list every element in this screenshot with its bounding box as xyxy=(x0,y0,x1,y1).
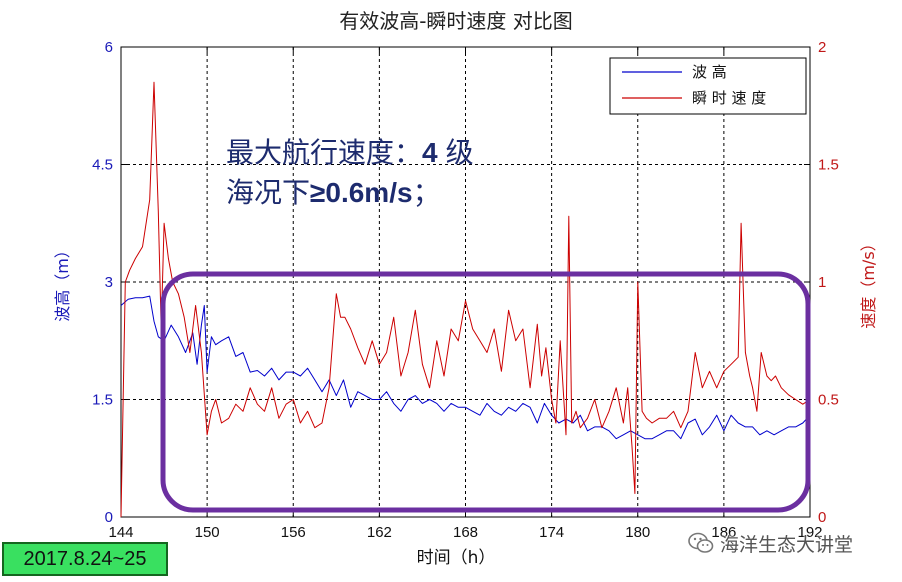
wechat-icon xyxy=(688,532,714,553)
speed-series-line xyxy=(120,81,811,518)
legend-box xyxy=(609,57,807,115)
annotation-line-1-text: 最大航行速度： xyxy=(226,136,422,169)
grid-lines xyxy=(121,47,810,517)
legend-speed-label: 瞬 时 速 度 xyxy=(692,89,766,107)
chart-title: 有效波高-瞬时速度 对比图 xyxy=(339,9,573,33)
watermark-text: 海洋生态大讲堂 xyxy=(720,533,854,556)
x-tick-label: 162 xyxy=(367,524,392,541)
y-right-tick-label: 1.5 xyxy=(818,157,839,174)
y-right-tick-label: 2 xyxy=(818,39,826,56)
y-left-axis-label: 波高（m） xyxy=(53,242,72,322)
legend: 波 高 瞬 时 速 度 xyxy=(609,57,807,115)
y-right-tick-label: 0.5 xyxy=(818,392,839,409)
wave-height-series-line xyxy=(120,295,811,440)
x-tick-label: 156 xyxy=(281,524,306,541)
annotation-line-2: 海况下≥0.6m/s； xyxy=(226,176,441,209)
y-left-tick-label: 0 xyxy=(105,509,113,526)
annotation-line-1-tail: 级 xyxy=(446,136,474,169)
x-tick-label: 180 xyxy=(625,524,650,541)
x-tick-label: 174 xyxy=(539,524,564,541)
date-badge: 2017.8.24~25 xyxy=(2,542,168,576)
annotation-line-2-tail: ； xyxy=(413,176,441,209)
x-tick-label: 168 xyxy=(453,524,478,541)
annotation-line-2-text: 海况下 xyxy=(226,176,310,209)
y-left-tick-label: 3 xyxy=(105,274,113,291)
highlight-rounded-box xyxy=(160,271,811,513)
x-tick-label: 192 xyxy=(797,524,822,541)
y-right-tick-label: 1 xyxy=(818,274,826,291)
x-tick-label: 144 xyxy=(108,524,133,541)
y-right-tick-label: 0 xyxy=(818,509,826,526)
x-tick-label: 150 xyxy=(195,524,220,541)
axis-ticks: 144 150 156 162 168 174 180 186 19201.534.5600.5… xyxy=(92,39,839,541)
annotation-line-2-bold: ≥0.6m/s xyxy=(310,177,413,208)
y-left-tick-label: 1.5 xyxy=(92,392,113,409)
annotation-line-1-bold: 4 xyxy=(422,137,438,168)
y-left-tick-label: 6 xyxy=(105,39,113,56)
series-layer xyxy=(120,81,811,518)
x-tick-label: 186 xyxy=(711,524,736,541)
y-right-axis-label: 速度（m/s） xyxy=(859,235,878,328)
annotation-line-1: 最大航行速度：4 级 xyxy=(226,136,474,169)
legend-wave-label: 波 高 xyxy=(692,63,727,81)
y-left-tick-label: 4.5 xyxy=(92,157,113,174)
watermark: 海洋生态大讲堂 xyxy=(688,530,853,556)
x-axis-label: 时间（h） xyxy=(417,548,496,568)
